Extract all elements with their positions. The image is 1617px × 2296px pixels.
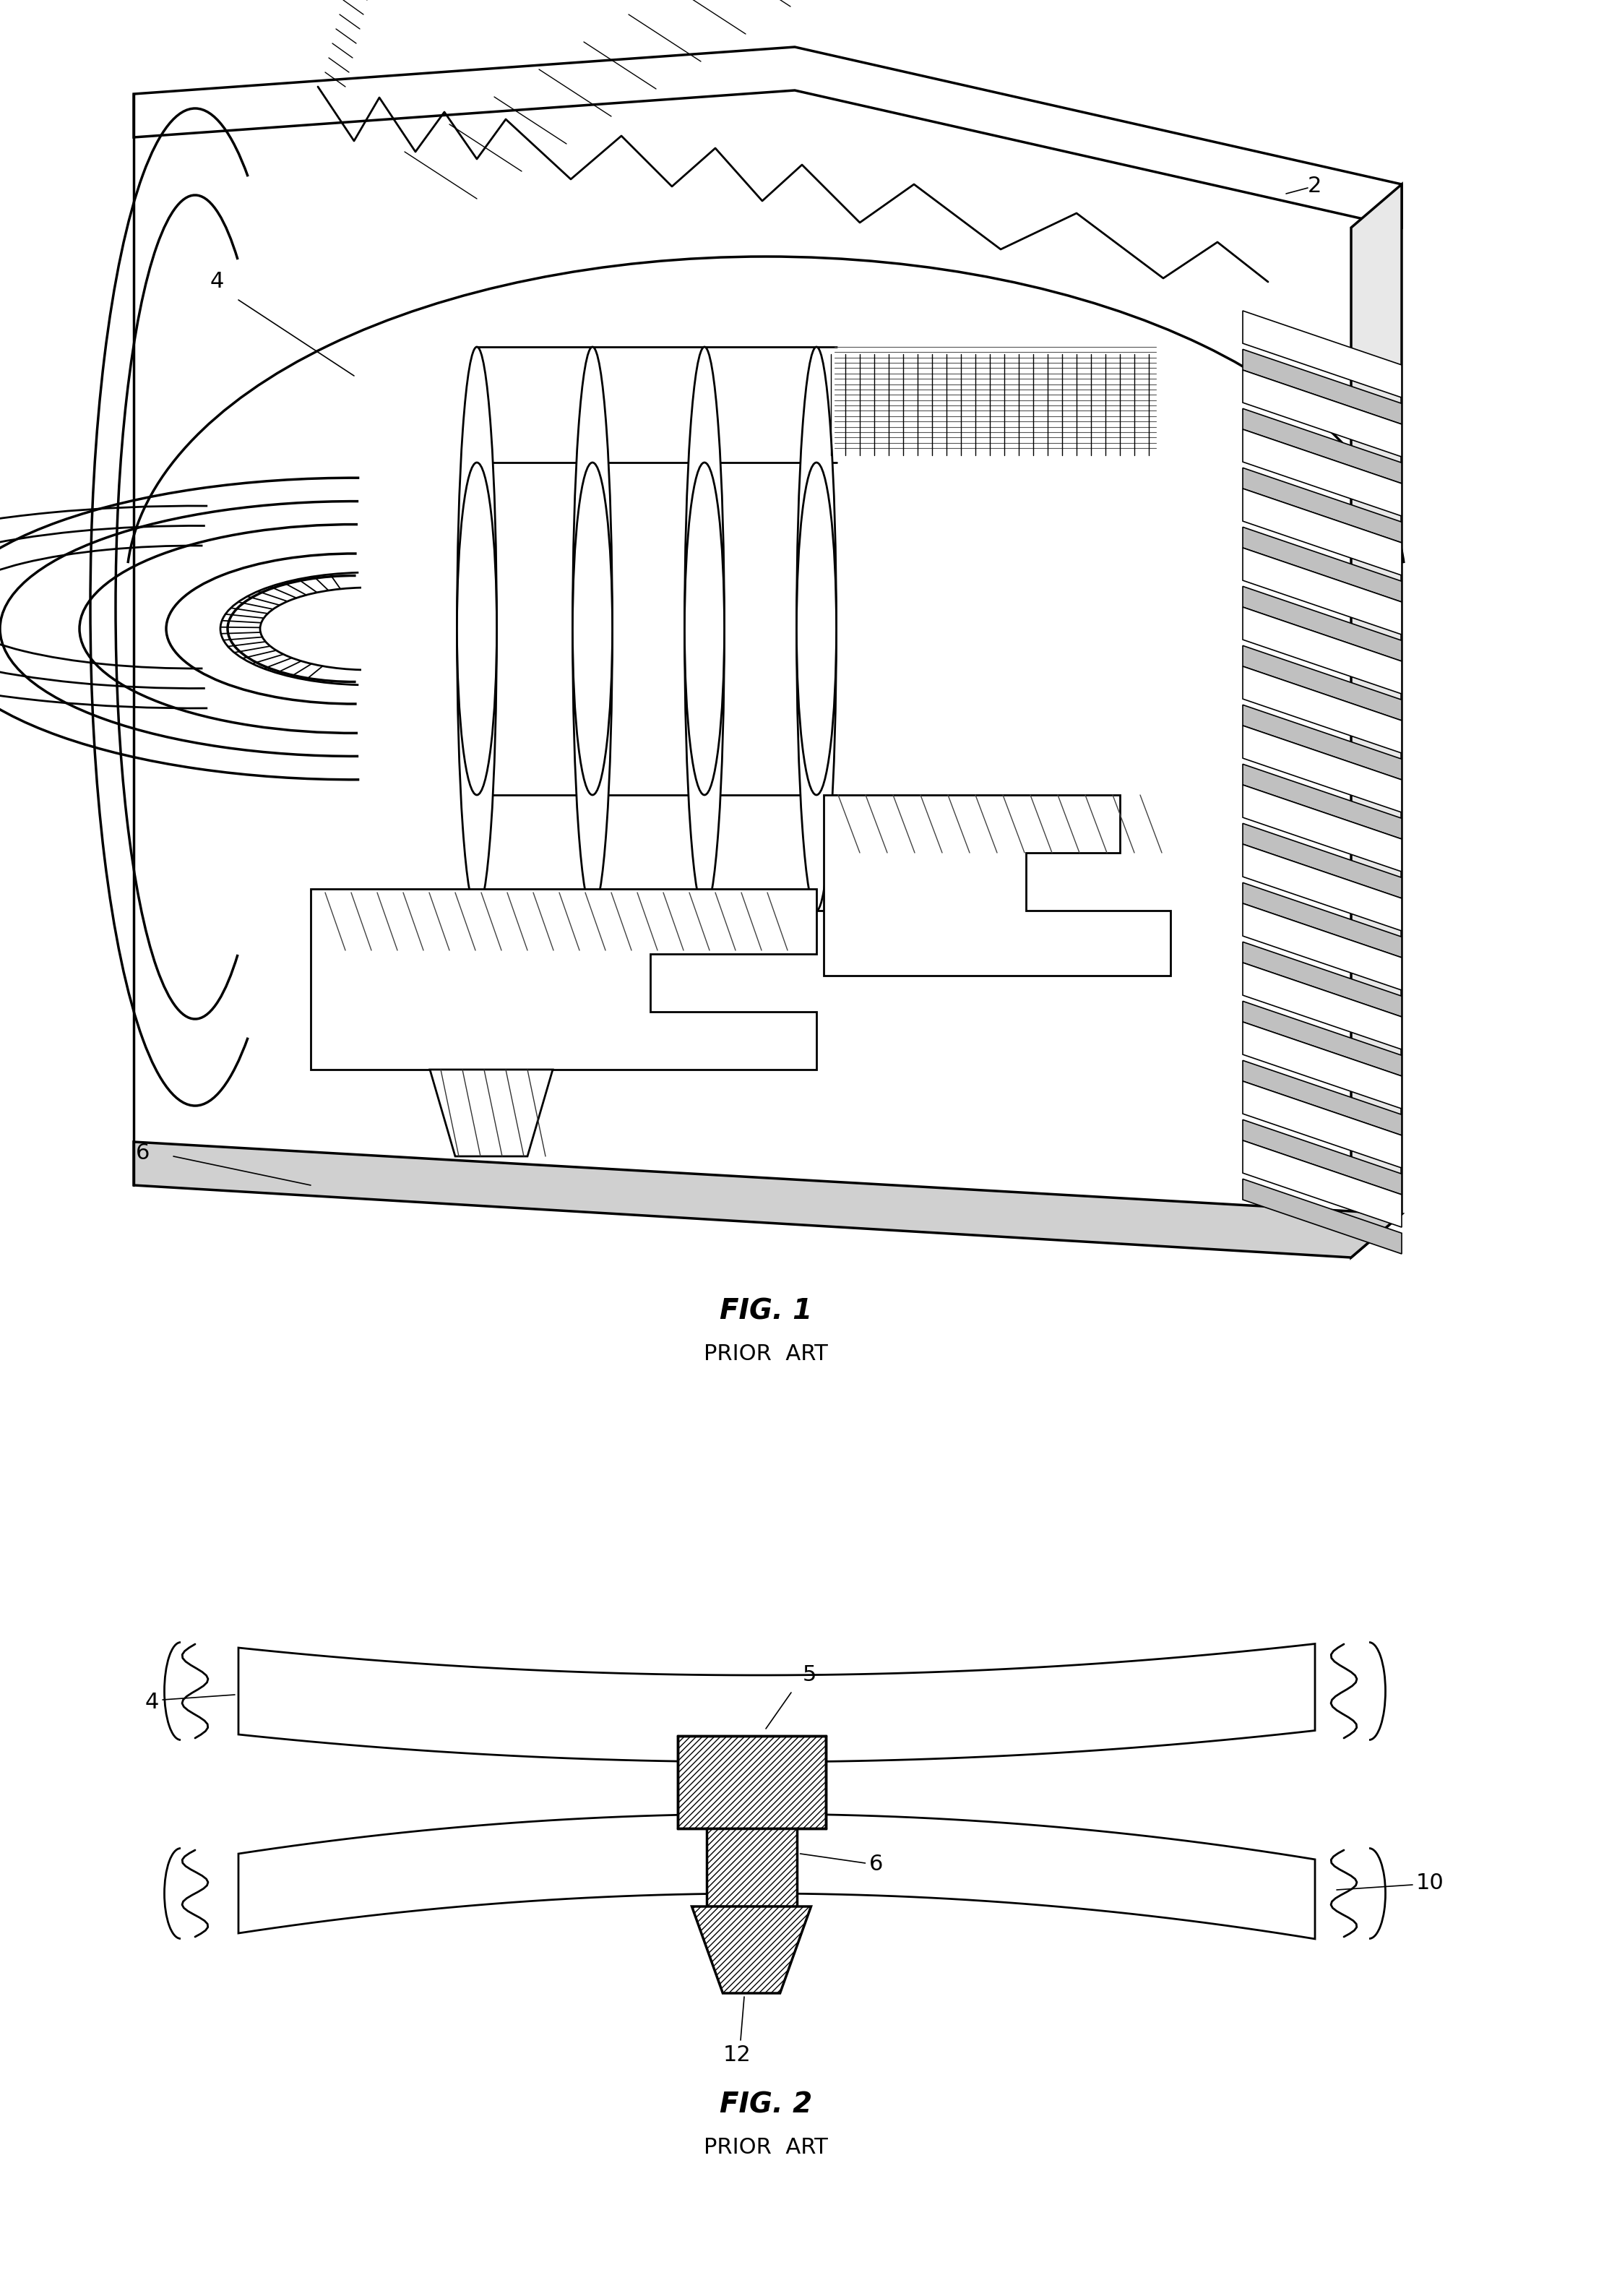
Polygon shape <box>1243 726 1402 813</box>
Polygon shape <box>310 889 817 1070</box>
Text: 6: 6 <box>868 1855 883 1876</box>
Polygon shape <box>1243 941 1402 1017</box>
Polygon shape <box>1243 528 1402 602</box>
Ellipse shape <box>797 347 836 912</box>
Text: 4: 4 <box>210 271 223 292</box>
Polygon shape <box>1243 962 1402 1049</box>
Polygon shape <box>1243 705 1402 781</box>
Text: 2: 2 <box>1308 177 1321 197</box>
Polygon shape <box>1243 489 1402 576</box>
Polygon shape <box>238 1814 1315 1938</box>
Polygon shape <box>1243 666 1402 753</box>
Text: FIG. 1: FIG. 1 <box>720 1297 812 1325</box>
Polygon shape <box>1243 645 1402 721</box>
Polygon shape <box>1243 1061 1402 1134</box>
Ellipse shape <box>684 461 724 794</box>
Polygon shape <box>1243 824 1402 898</box>
Polygon shape <box>707 1828 797 1906</box>
Ellipse shape <box>458 347 496 912</box>
Ellipse shape <box>572 461 613 794</box>
Polygon shape <box>1243 785 1402 872</box>
Polygon shape <box>1243 845 1402 930</box>
Text: FIG. 2: FIG. 2 <box>720 2092 812 2119</box>
Polygon shape <box>1243 606 1402 693</box>
Polygon shape <box>692 1906 812 1993</box>
Polygon shape <box>238 1644 1315 1761</box>
Polygon shape <box>1243 1120 1402 1194</box>
Ellipse shape <box>572 347 613 912</box>
Polygon shape <box>1243 1081 1402 1169</box>
Text: PRIOR  ART: PRIOR ART <box>703 1343 828 1364</box>
Ellipse shape <box>797 461 836 794</box>
Text: 5: 5 <box>802 1665 817 1685</box>
Polygon shape <box>678 1736 826 1828</box>
Text: 4: 4 <box>146 1692 158 1713</box>
Polygon shape <box>430 1070 553 1157</box>
Polygon shape <box>1243 1141 1402 1226</box>
Polygon shape <box>1243 882 1402 957</box>
Polygon shape <box>1243 549 1402 634</box>
Polygon shape <box>1243 585 1402 661</box>
Text: 6: 6 <box>136 1141 150 1164</box>
Polygon shape <box>1243 349 1402 425</box>
Polygon shape <box>1243 310 1402 397</box>
Polygon shape <box>823 794 1171 976</box>
Text: 12: 12 <box>723 2043 750 2064</box>
Polygon shape <box>1243 1001 1402 1077</box>
Polygon shape <box>1243 1178 1402 1254</box>
Polygon shape <box>134 46 1402 227</box>
Polygon shape <box>1243 1022 1402 1109</box>
Polygon shape <box>1243 370 1402 457</box>
Text: 10: 10 <box>1416 1871 1444 1894</box>
Polygon shape <box>1243 765 1402 838</box>
Ellipse shape <box>684 347 724 912</box>
Polygon shape <box>1243 468 1402 542</box>
Polygon shape <box>1352 184 1402 1258</box>
Polygon shape <box>1243 409 1402 484</box>
Polygon shape <box>1243 902 1402 990</box>
Polygon shape <box>134 1141 1402 1258</box>
Text: PRIOR  ART: PRIOR ART <box>703 2138 828 2158</box>
Polygon shape <box>1243 429 1402 517</box>
Ellipse shape <box>458 461 496 794</box>
